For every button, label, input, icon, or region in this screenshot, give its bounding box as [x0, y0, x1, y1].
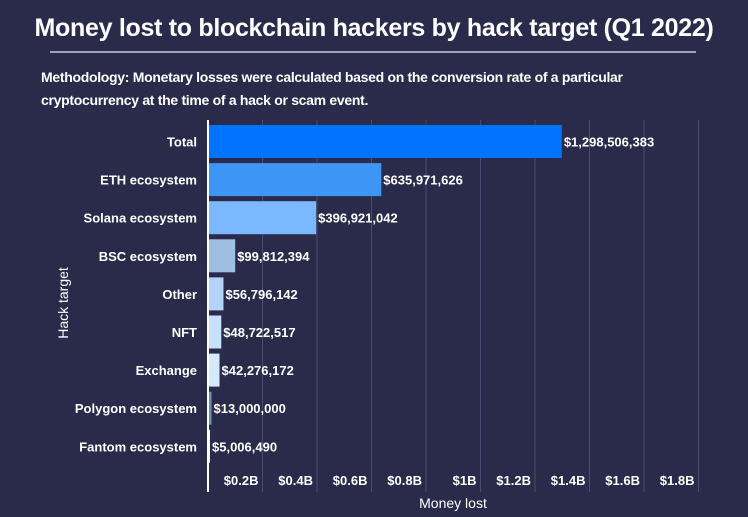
- category-label: BSC ecosystem: [99, 249, 197, 264]
- x-tick-label: $1.2B: [496, 473, 531, 488]
- category-label: ETH ecosystem: [100, 173, 197, 188]
- category-label: Exchange: [136, 363, 197, 378]
- gridlines: [262, 120, 699, 492]
- y-axis-label: Hack target: [55, 267, 71, 339]
- methodology-note: Methodology: Monetary losses were calcul…: [41, 69, 623, 108]
- category-label: Fantom ecosystem: [79, 439, 197, 454]
- title-divider: [50, 51, 696, 53]
- x-axis-label: Money lost: [419, 495, 487, 511]
- value-label: $1,298,506,383: [564, 135, 654, 150]
- x-tick-label: $1.8B: [660, 473, 695, 488]
- value-label: $13,000,000: [214, 401, 286, 416]
- chart-title: Money lost to blockchain hackers by hack…: [34, 14, 714, 42]
- x-tick-label: $0.8B: [387, 473, 422, 488]
- value-label: $635,971,626: [383, 173, 463, 188]
- value-label: $396,921,042: [318, 211, 398, 226]
- value-label: $56,796,142: [225, 287, 297, 302]
- x-tick-labels: $0.2B $0.4B $0.6B $0.8B $1B $1.2B $1.4B $1.6B $1…: [224, 473, 695, 488]
- category-label: Total: [167, 135, 197, 150]
- x-tick-label: $1.6B: [605, 473, 640, 488]
- bar-other: [208, 277, 224, 311]
- bar-nft: [208, 315, 222, 349]
- bar-total: [208, 125, 562, 158]
- x-tick-label: $0.4B: [278, 473, 313, 488]
- value-label: $5,006,490: [212, 439, 277, 454]
- bar-polygon-ecosystem: [208, 391, 212, 425]
- value-label: $48,722,517: [223, 325, 295, 340]
- x-tick-label: $1.4B: [551, 473, 586, 488]
- category-label: Polygon ecosystem: [75, 401, 197, 416]
- category-label: NFT: [172, 325, 197, 340]
- bar-bsc-ecosystem: [208, 239, 236, 273]
- value-labels: $1,298,506,383 $635,971,626 $396,921,042 $9…: [212, 135, 654, 455]
- category-label: Other: [162, 287, 197, 302]
- x-tick-label: $1B: [453, 473, 477, 488]
- x-tick-label: $0.6B: [333, 473, 368, 488]
- value-label: $42,276,172: [222, 363, 294, 378]
- bar-eth-ecosystem: [208, 163, 382, 197]
- value-label: $99,812,394: [237, 249, 310, 264]
- bars: [208, 125, 562, 463]
- category-label: Solana ecosystem: [84, 211, 197, 226]
- bar-exchange: [208, 353, 220, 387]
- category-labels: Total ETH ecosystem Solana ecosystem BSC ec…: [75, 135, 197, 455]
- x-tick-label: $0.2B: [224, 473, 259, 488]
- bar-solana-ecosystem: [208, 201, 317, 235]
